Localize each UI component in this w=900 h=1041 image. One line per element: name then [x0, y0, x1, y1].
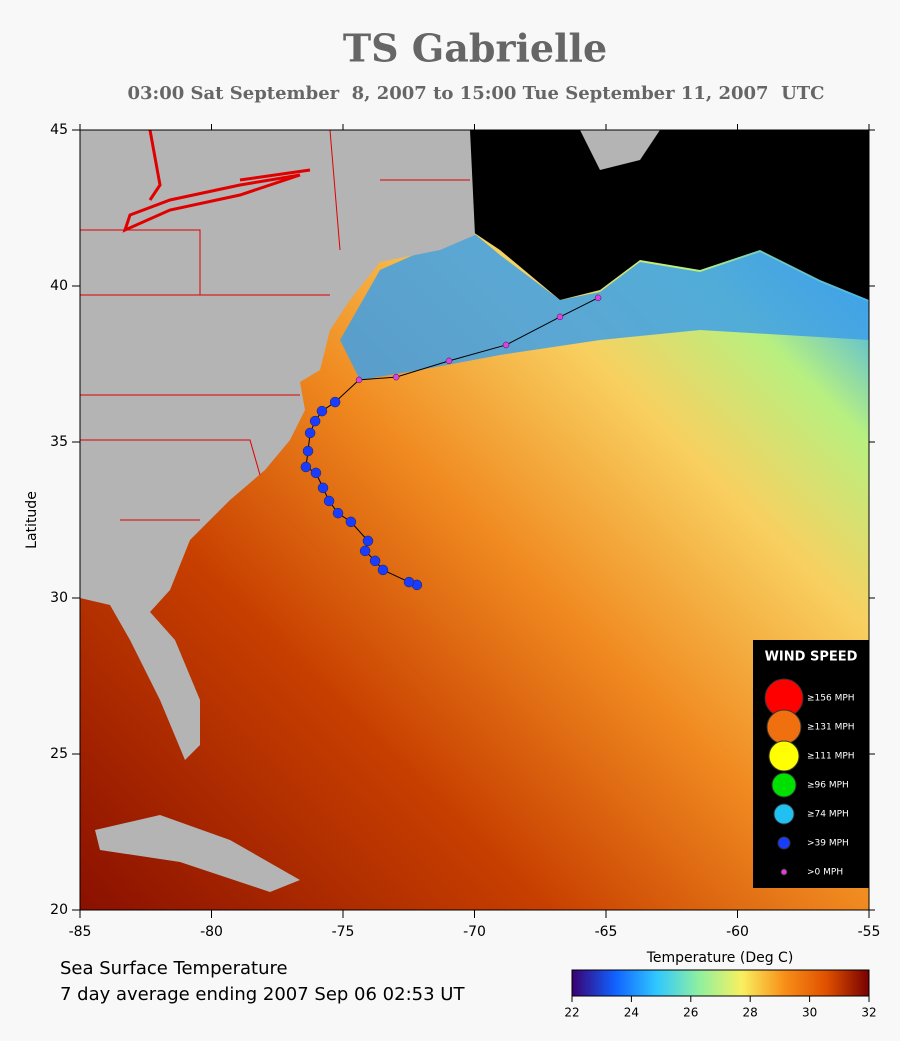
- colorbar-tick-label: 22: [564, 1006, 579, 1020]
- subtitle: 03:00 Sat September 8, 2007 to 15:00 Tue…: [128, 83, 825, 104]
- y-tick-label: 20: [50, 902, 68, 918]
- x-tick-label: -60: [726, 924, 749, 940]
- track-point: [362, 535, 374, 547]
- x-tick-label: -70: [463, 924, 486, 940]
- x-tick-label: -80: [200, 924, 223, 940]
- legend-label: >0 MPH: [807, 868, 843, 878]
- x-tick-label: -55: [858, 924, 881, 940]
- y-tick-label: 40: [50, 278, 68, 294]
- y-axis-label: Latitude: [24, 491, 40, 549]
- no-data: [470, 130, 869, 300]
- track-point: [304, 427, 316, 439]
- legend-marker: [768, 740, 800, 772]
- track-point: [502, 341, 510, 349]
- track-point: [310, 467, 322, 479]
- track-point: [556, 313, 564, 321]
- y-tick-label: 45: [50, 122, 68, 138]
- colorbar-tick-label: 24: [624, 1006, 639, 1020]
- colorbar-tick-label: 26: [683, 1006, 698, 1020]
- legend-label: ≥131 MPH: [807, 723, 855, 733]
- cold-water: [340, 230, 869, 380]
- track-point: [332, 507, 344, 519]
- legend-title: WIND SPEED: [765, 650, 858, 665]
- caption-line: Sea Surface Temperature: [60, 958, 288, 979]
- track-point: [359, 545, 371, 557]
- track-point: [377, 564, 389, 576]
- track-point: [300, 461, 312, 473]
- x-tick-label: -75: [332, 924, 355, 940]
- land-nova-scotia: [580, 130, 660, 170]
- colorbar-label: Temperature (Deg C): [646, 950, 794, 966]
- great-lakes: [122, 129, 311, 233]
- track-point: [316, 405, 328, 417]
- track-point: [329, 396, 341, 408]
- legend-label: >39 MPH: [807, 839, 849, 849]
- title: TS Gabrielle: [343, 26, 607, 71]
- map-background: [79, 129, 870, 911]
- y-tick-label: 30: [50, 590, 68, 606]
- legend-label: ≥111 MPH: [807, 752, 855, 762]
- caption-line: 7 day average ending 2007 Sep 06 02:53 U…: [60, 984, 465, 1005]
- colorbar-tick-label: 30: [802, 1006, 817, 1020]
- legend-marker: [766, 709, 802, 745]
- colorbar-tick-label: 32: [861, 1006, 876, 1020]
- land: [80, 130, 475, 760]
- track-point: [403, 576, 415, 588]
- legend-label: ≥156 MPH: [807, 694, 855, 704]
- legend-marker: [777, 836, 791, 850]
- legend-label: ≥96 MPH: [807, 781, 849, 791]
- x-tick-label: -85: [69, 924, 92, 940]
- y-tick-label: 35: [50, 434, 68, 450]
- track-point: [302, 445, 314, 457]
- track-point: [317, 482, 329, 494]
- legend-marker: [773, 803, 795, 825]
- track-point: [392, 373, 400, 381]
- track-point: [323, 495, 335, 507]
- track-point: [309, 415, 321, 427]
- legend-marker: [780, 868, 788, 876]
- track-point: [355, 376, 363, 384]
- track-point: [345, 516, 357, 528]
- y-tick-label: 25: [50, 746, 68, 762]
- colorbar-tick-label: 28: [743, 1006, 758, 1020]
- x-tick-label: -65: [595, 924, 618, 940]
- track-point: [594, 294, 602, 302]
- legend-box: [753, 640, 869, 888]
- legend-label: ≥74 MPH: [807, 810, 849, 820]
- track-point: [445, 357, 453, 365]
- track-point: [369, 555, 381, 567]
- colorbar: [571, 969, 870, 997]
- legend-marker: [771, 772, 797, 798]
- state-borders: [80, 129, 470, 521]
- land-cuba: [95, 815, 300, 892]
